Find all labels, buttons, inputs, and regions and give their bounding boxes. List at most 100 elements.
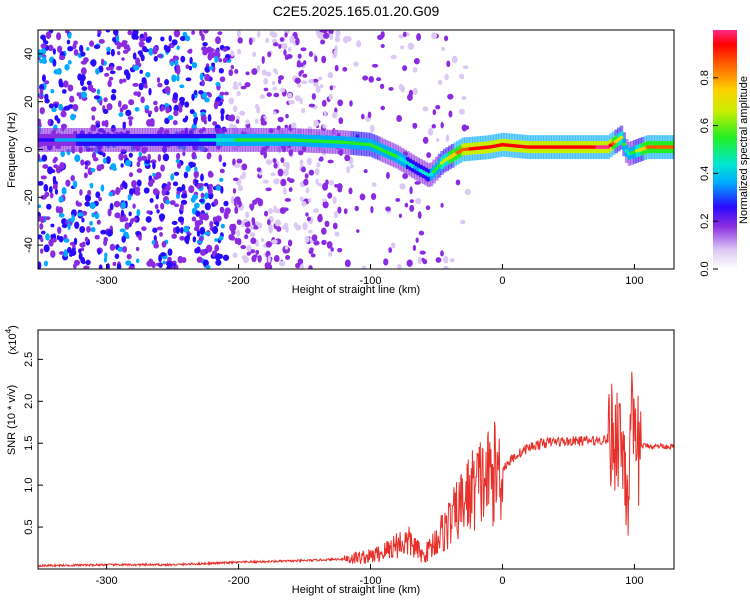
spectrogram-speckle — [158, 262, 163, 268]
spectrogram-speckle — [367, 111, 372, 119]
spectrogram-speckle — [113, 30, 119, 36]
spectrogram-speckle — [182, 31, 188, 38]
spectrogram-speckle — [261, 55, 265, 64]
spectrogram-speckle — [156, 209, 160, 214]
spectrogram-speckle — [431, 124, 436, 129]
spectrogram-speckle — [193, 170, 199, 179]
spectrogram-speckle — [154, 204, 159, 210]
spectrogram-x-tick-label: -200 — [228, 275, 250, 287]
spectrogram-speckle — [42, 37, 47, 44]
spectrogram-speckle — [278, 260, 286, 267]
spectrogram-speckle — [160, 252, 167, 257]
spectrogram-speckle — [230, 50, 235, 57]
ridge-core — [429, 172, 434, 177]
spectrogram-speckle — [255, 221, 260, 226]
spectrogram-speckle — [280, 157, 285, 164]
spectrogram-speckle — [284, 198, 292, 202]
spectrogram-speckle — [145, 71, 151, 78]
spectrogram-speckle — [448, 110, 453, 118]
spectrogram-speckle — [152, 161, 156, 170]
spectrogram-speckle — [435, 257, 442, 263]
spectrogram-speckle — [93, 44, 101, 50]
spectrogram-speckle — [419, 250, 426, 255]
spectrogram-speckle — [157, 153, 162, 162]
spectrogram-speckle — [406, 259, 413, 267]
colorbar-tick-label: 0.4 — [699, 166, 711, 181]
spectrogram-speckle — [42, 56, 47, 62]
spectrogram-speckle — [179, 96, 186, 103]
snr-scale-exponent: 4 — [4, 328, 13, 333]
spectrogram-speckle — [431, 32, 438, 40]
spectrogram-speckle — [239, 110, 246, 116]
spectrogram-speckle — [106, 51, 111, 55]
spectrogram-speckle — [80, 51, 86, 57]
spectrogram-y-ticks: -40 -20 0 20 40 — [23, 48, 43, 253]
spectrogram-speckle — [327, 71, 334, 79]
spectrogram-speckle — [58, 78, 63, 87]
spectrogram-speckle — [208, 66, 214, 71]
spectrogram-speckle — [214, 244, 220, 252]
spectrogram-speckle — [232, 252, 238, 258]
spectrogram-speckle — [140, 96, 145, 104]
spectrogram-speckle — [50, 89, 55, 94]
spectrogram-speckle — [234, 206, 239, 214]
spectrogram-speckle — [321, 198, 328, 203]
spectrogram-speckle — [369, 124, 375, 133]
spectrogram-speckle — [120, 201, 126, 210]
spectrogram-speckle — [134, 34, 139, 40]
spectrogram-speckle — [322, 182, 329, 191]
colorbar-label: Normalized spectral amplitude — [738, 76, 750, 224]
spectrogram-speckle — [271, 81, 276, 85]
spectrogram-speckle — [329, 85, 333, 91]
spectrogram-speckle — [120, 163, 124, 168]
spectrogram-speckle — [174, 203, 180, 208]
spectrogram-speckle — [62, 80, 69, 88]
spectrogram-speckle — [120, 209, 125, 217]
spectrogram-speckle — [315, 178, 319, 185]
spectrogram-speckle — [110, 94, 117, 101]
spectrogram-speckle — [38, 261, 42, 269]
spectrogram-speckle — [90, 226, 96, 233]
spectrogram-speckle — [321, 227, 327, 235]
spectrogram-speckle — [313, 208, 319, 214]
spectrogram-y-tick-label: 20 — [23, 96, 35, 108]
spectrogram-speckle — [273, 92, 280, 98]
spectrogram-speckle — [79, 189, 83, 196]
spectrogram-speckle — [69, 253, 73, 257]
spectrogram-speckle — [162, 153, 170, 162]
spectrogram-speckle — [152, 227, 158, 233]
spectrogram-speckle — [47, 166, 54, 175]
spectrogram-speckle — [185, 239, 190, 245]
spectrogram-speckle — [50, 250, 56, 258]
spectrogram-speckle — [67, 246, 72, 254]
spectrogram-speckle — [112, 261, 117, 267]
spectrogram-speckle — [215, 81, 221, 87]
spectrogram-speckle — [313, 119, 319, 127]
spectrogram-speckle — [333, 49, 338, 57]
spectrogram-speckle — [121, 235, 126, 243]
spectrogram-speckle — [234, 163, 241, 168]
spectrogram-speckle — [100, 184, 105, 192]
spectrogram-speckle — [446, 60, 451, 68]
spectrogram-speckle — [215, 215, 222, 222]
spectrogram-speckle — [395, 198, 401, 202]
spectrogram-speckle — [145, 36, 152, 44]
snr-x-tick-label: 100 — [625, 575, 643, 587]
spectrogram-speckle — [461, 95, 467, 101]
spectrogram-speckle — [136, 168, 143, 174]
spectrogram-speckle — [119, 78, 123, 85]
spectrogram-speckle — [121, 104, 128, 110]
spectrogram-speckle — [145, 216, 152, 223]
snr-panel: -300 -200 -100 0 100 0.5 1.0 1.5 2.0 2.5 Height … — [4, 325, 675, 596]
spectrogram-speckle — [314, 55, 318, 63]
spectrogram-speckle — [52, 176, 57, 184]
spectrogram-speckle — [228, 69, 234, 77]
snr-line-group — [38, 371, 674, 568]
spectrogram-speckle — [201, 79, 205, 87]
spectrogram-speckle — [39, 84, 45, 91]
spectrogram-speckle — [103, 97, 108, 103]
spectrogram-speckle — [282, 161, 289, 167]
spectrogram-speckle — [127, 30, 133, 36]
spectrogram-speckle — [459, 219, 466, 225]
